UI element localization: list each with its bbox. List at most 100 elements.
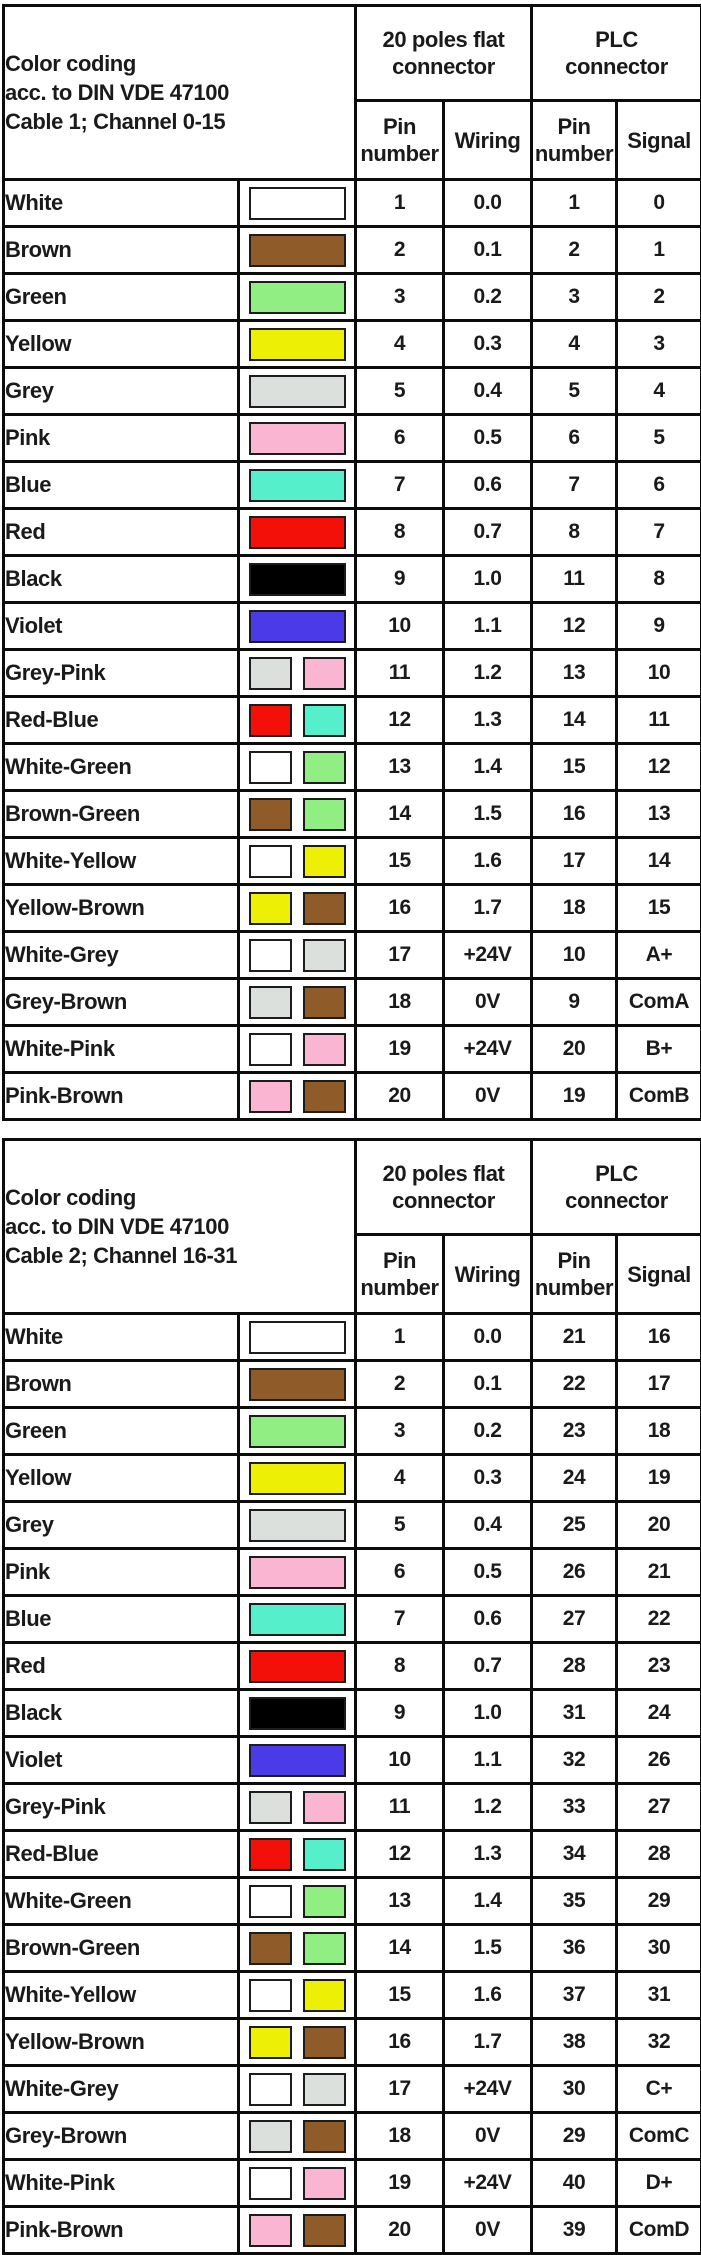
- plc-pin-cell: 31: [530, 1688, 618, 1738]
- signal-cell: 27: [615, 1782, 701, 1832]
- pin-number-cell: 8: [354, 1641, 445, 1691]
- plc-pin-cell: 22: [530, 1359, 618, 1409]
- plc-pin-cell: 34: [530, 1829, 618, 1879]
- pin-number-cell: 10: [354, 1735, 445, 1785]
- swatch-black: [248, 562, 346, 596]
- swatch-red: [248, 1837, 292, 1871]
- pin-number-cell: 14: [354, 789, 445, 839]
- signal-cell: 16: [615, 1312, 701, 1362]
- signal-cell: 7: [615, 507, 701, 557]
- color-name-cell: White-Yellow: [2, 836, 240, 886]
- color-swatches: [248, 1649, 346, 1683]
- wiring-cell: +24V: [442, 2158, 533, 2208]
- color-swatch-cell: [237, 2064, 357, 2114]
- wire-row: Green 3 0.2 23 18: [2, 1406, 701, 1456]
- swatch-green: [248, 1414, 346, 1448]
- pin-number-cell: 14: [354, 1923, 445, 1973]
- plc-pin-cell: 13: [530, 648, 618, 698]
- swatch-yellow: [248, 891, 292, 925]
- wire-row: Grey-Brown 18 0V 29 ComC: [2, 2111, 701, 2161]
- color-swatches: [248, 1696, 346, 1730]
- color-name-cell: White: [2, 1312, 240, 1362]
- wiring-cell: 0.6: [442, 460, 533, 510]
- pin-number-cell: 13: [354, 1876, 445, 1926]
- plc-pin-number-label: Pin number: [534, 1248, 614, 1300]
- color-swatch-cell: [237, 1547, 357, 1597]
- title-line: Cable 2; Channel 16-31: [5, 1243, 238, 1268]
- pin-number-cell: 11: [354, 1782, 445, 1832]
- wire-row: Pink-Brown 20 0V 39 ComD: [2, 2205, 701, 2255]
- swatch-brown: [302, 1079, 346, 1113]
- swatch-brown: [248, 1367, 346, 1401]
- swatch-pink: [248, 421, 346, 455]
- wire-row: Brown-Green 14 1.5 16 13: [2, 789, 701, 839]
- color-swatches: [248, 656, 346, 690]
- signal-cell: 31: [615, 1970, 701, 2020]
- flat-connector-group-header: 20 poles flat connector: [354, 4, 533, 102]
- pin-number-label: Pin number: [360, 114, 439, 166]
- wiring-cell: +24V: [442, 2064, 533, 2114]
- plc-pin-cell: 32: [530, 1735, 618, 1785]
- wire-row: Pink-Brown 20 0V 19 ComB: [2, 1071, 701, 1121]
- pin-number-cell: 4: [354, 319, 445, 369]
- color-name-cell: Red: [2, 507, 240, 557]
- plc-pin-cell: 33: [530, 1782, 618, 1832]
- swatch-pink: [302, 1790, 346, 1824]
- swatch-violet: [248, 609, 346, 643]
- signal-cell: 12: [615, 742, 701, 792]
- plc-pin-cell: 36: [530, 1923, 618, 1973]
- signal-cell: 5: [615, 413, 701, 463]
- plc-pin-cell: 5: [530, 366, 618, 416]
- color-name-cell: Brown: [2, 1359, 240, 1409]
- wire-row: Yellow-Brown 16 1.7 38 32: [2, 2017, 701, 2067]
- color-swatch-cell: [237, 648, 357, 698]
- signal-cell: D+: [615, 2158, 701, 2208]
- wiring-cell: 1.1: [442, 601, 533, 651]
- swatch-brown: [302, 2213, 346, 2247]
- plc-pin-cell: 12: [530, 601, 618, 651]
- wiring-cell: +24V: [442, 930, 533, 980]
- title-line: acc. to DIN VDE 47100: [5, 1214, 229, 1239]
- wire-row: Red 8 0.7 28 23: [2, 1641, 701, 1691]
- signal-cell: 20: [615, 1500, 701, 1550]
- color-swatch-cell: [237, 1970, 357, 2020]
- signal-cell: 17: [615, 1359, 701, 1409]
- pin-number-cell: 18: [354, 2111, 445, 2161]
- swatch-white: [248, 844, 292, 878]
- pin-number-cell: 3: [354, 1406, 445, 1456]
- signal-cell: 14: [615, 836, 701, 886]
- swatch-brown: [248, 797, 292, 831]
- wire-row: Blue 7 0.6 7 6: [2, 460, 701, 510]
- title-line: Cable 1; Channel 0-15: [5, 109, 226, 134]
- wiring-column-header: Wiring: [442, 1233, 533, 1315]
- wire-row: Red-Blue 12 1.3 34 28: [2, 1829, 701, 1879]
- swatch-pink: [248, 1555, 346, 1589]
- plc-connector-group-header: PLC connector: [530, 4, 701, 102]
- title-line: Color coding: [5, 51, 136, 76]
- wire-row: White-Grey 17 +24V 30 C+: [2, 2064, 701, 2114]
- wiring-column-header: Wiring: [442, 99, 533, 181]
- wire-row: White-Yellow 15 1.6 37 31: [2, 1970, 701, 2020]
- color-name-cell: White-Green: [2, 1876, 240, 1926]
- plc-pin-number-column-header: Pin number: [530, 1233, 618, 1315]
- wiring-cell: 1.2: [442, 1782, 533, 1832]
- color-swatches: [248, 327, 346, 361]
- wire-row: Pink 6 0.5 6 5: [2, 413, 701, 463]
- wiring-cell: +24V: [442, 1024, 533, 1074]
- color-swatches: [248, 1079, 346, 1113]
- wiring-cell: 0.4: [442, 1500, 533, 1550]
- wiring-cell: 1.1: [442, 1735, 533, 1785]
- swatch-violet: [248, 1743, 346, 1777]
- color-swatch-cell: [237, 742, 357, 792]
- signal-label: Signal: [627, 127, 691, 153]
- pin-number-cell: 12: [354, 695, 445, 745]
- signal-cell: 19: [615, 1453, 701, 1503]
- color-name-cell: Black: [2, 1688, 240, 1738]
- swatch-yellow: [248, 1461, 346, 1495]
- color-swatches: [248, 750, 346, 784]
- signal-cell: 15: [615, 883, 701, 933]
- cable-2-title-cell: Color coding acc. to DIN VDE 47100 Cable…: [2, 1138, 357, 1315]
- swatch-brown: [302, 891, 346, 925]
- cable-1-title-cell: Color coding acc. to DIN VDE 47100 Cable…: [2, 4, 357, 181]
- swatch-green: [302, 797, 346, 831]
